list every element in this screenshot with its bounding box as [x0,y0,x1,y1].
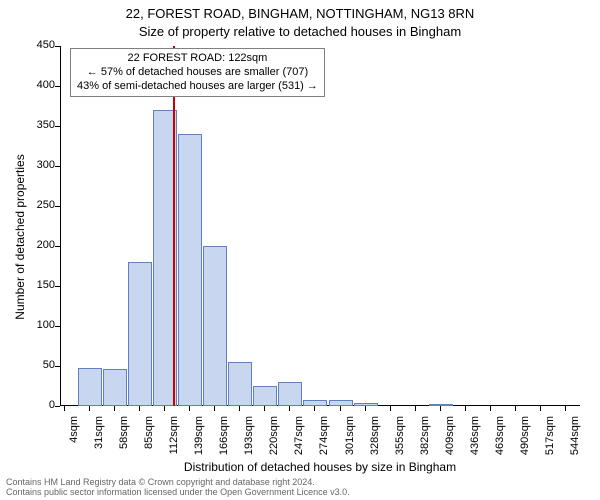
y-tick-label: 150 [25,279,55,291]
y-tick-label: 200 [25,239,55,251]
footer-line-1: Contains HM Land Registry data © Crown c… [6,477,315,487]
x-tick-label: 247sqm [293,416,305,460]
x-tick-label: 220sqm [268,416,280,460]
y-tick-mark [55,246,60,247]
x-tick-label: 409sqm [444,416,456,460]
histogram-bar [203,246,227,406]
y-tick-mark [55,366,60,367]
histogram-bar [178,134,202,406]
x-tick-mark [340,406,341,411]
x-tick-mark [565,406,566,411]
x-tick-mark [365,406,366,411]
x-tick-label: 112sqm [168,416,180,460]
x-tick-mark [515,406,516,411]
plot-area: 22 FOREST ROAD: 122sqm ← 57% of detached … [60,46,580,406]
y-tick-label: 0 [25,399,55,411]
histogram-bar [228,362,252,406]
x-tick-mark [314,406,315,411]
x-tick-label: 301sqm [344,416,356,460]
x-tick-mark [64,406,65,411]
x-tick-mark [540,406,541,411]
x-tick-mark [214,406,215,411]
x-tick-label: 139sqm [193,416,205,460]
chart-title-2: Size of property relative to detached ho… [0,24,600,39]
x-tick-mark [189,406,190,411]
y-tick-label: 50 [25,359,55,371]
histogram-bar [429,404,453,406]
x-tick-mark [415,406,416,411]
chart-title-1: 22, FOREST ROAD, BINGHAM, NOTTINGHAM, NG… [0,6,600,21]
x-tick-label: 85sqm [143,416,155,460]
x-tick-mark [89,406,90,411]
annotation-box: 22 FOREST ROAD: 122sqm ← 57% of detached … [70,48,325,97]
x-tick-label: 382sqm [419,416,431,460]
x-tick-label: 193sqm [243,416,255,460]
y-tick-mark [55,326,60,327]
y-tick-mark [55,46,60,47]
chart-root: 22, FOREST ROAD, BINGHAM, NOTTINGHAM, NG… [0,0,600,500]
x-tick-mark [390,406,391,411]
annotation-line-1: 22 FOREST ROAD: 122sqm [128,52,268,64]
x-tick-label: 58sqm [118,416,130,460]
x-tick-label: 517sqm [544,416,556,460]
y-tick-mark [55,406,60,407]
histogram-bar [78,368,102,406]
x-tick-mark [164,406,165,411]
histogram-bar [278,382,302,406]
histogram-bar [103,369,127,406]
histogram-bar [354,403,378,406]
y-tick-label: 350 [25,119,55,131]
y-tick-label: 300 [25,159,55,171]
marker-line [173,46,175,406]
y-tick-label: 100 [25,319,55,331]
histogram-bar [253,386,277,406]
y-tick-label: 450 [25,39,55,51]
y-tick-mark [55,126,60,127]
x-tick-label: 544sqm [569,416,581,460]
x-tick-label: 31sqm [93,416,105,460]
y-tick-label: 400 [25,79,55,91]
x-tick-label: 490sqm [519,416,531,460]
x-tick-mark [114,406,115,411]
x-tick-mark [490,406,491,411]
x-tick-mark [289,406,290,411]
annotation-line-3: 43% of semi-detached houses are larger (… [77,80,318,92]
y-tick-mark [55,206,60,207]
y-tick-mark [55,286,60,287]
x-tick-mark [465,406,466,411]
footer-line-2: Contains public sector information licen… [6,487,350,497]
x-tick-label: 436sqm [469,416,481,460]
histogram-bar [329,400,353,406]
y-tick-label: 250 [25,199,55,211]
x-tick-mark [139,406,140,411]
x-tick-label: 4sqm [68,416,80,460]
footer-attribution: Contains HM Land Registry data © Crown c… [6,478,594,498]
histogram-bar [303,400,327,406]
x-tick-label: 166sqm [218,416,230,460]
x-tick-label: 355sqm [394,416,406,460]
y-tick-mark [55,86,60,87]
x-tick-label: 463sqm [494,416,506,460]
x-axis-label: Distribution of detached houses by size … [60,460,580,474]
histogram-bar [128,262,152,406]
x-tick-label: 328sqm [369,416,381,460]
x-tick-label: 274sqm [318,416,330,460]
y-axis-label: Number of detached properties [13,87,27,387]
x-tick-mark [264,406,265,411]
annotation-line-2: ← 57% of detached houses are smaller (70… [87,66,308,78]
x-tick-mark [239,406,240,411]
x-tick-mark [440,406,441,411]
y-tick-mark [55,166,60,167]
